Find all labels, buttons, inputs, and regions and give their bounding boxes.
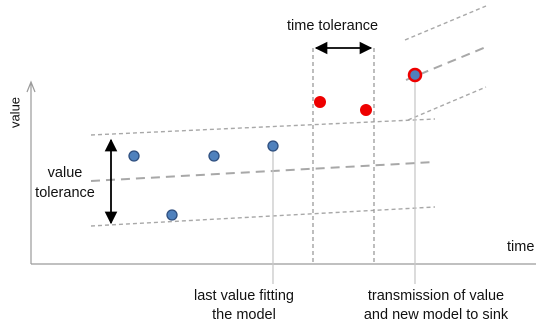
value-tolerance-label: value tolerance [22,163,108,203]
transmission-line1: transmission of value [367,288,505,304]
x-axis-label: time [507,239,535,255]
fitting-point [166,209,178,221]
value-tolerance-line2: tolerance [35,185,95,201]
fitting-point [208,150,220,162]
time-tolerance-label: time tolerance [287,18,379,34]
model-lower-bound [90,206,436,227]
new-model-lower-bound [407,86,487,121]
outlier-point [314,96,326,108]
y-axis-label: value [7,96,23,129]
y-axis-arrowhead [26,80,36,93]
last-fit-line1: last value fitting [194,288,294,304]
last-fit-label: last value fitting the model [173,287,315,325]
transmission-label: transmission of value and new model to s… [351,287,521,325]
model-upper-bound [90,118,436,136]
outlier-point [360,104,372,116]
fitting-point [128,150,140,162]
last-fit-line2: the model [212,307,276,323]
new-model-point [407,67,423,83]
model-center-line [90,161,436,182]
fitting-point [267,140,279,152]
value-tolerance-line1: value [47,165,83,181]
new-model-upper-bound [404,5,487,41]
transmission-line2: and new model to sink [363,307,509,323]
